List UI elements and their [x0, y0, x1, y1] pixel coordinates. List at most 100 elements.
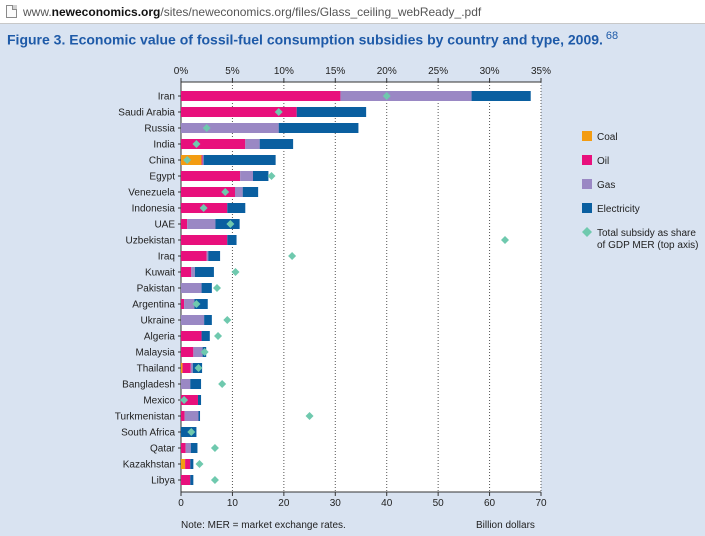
- bar-oil: [181, 411, 185, 421]
- gdp-share-marker: [194, 364, 203, 372]
- bar-electricity: [227, 235, 237, 245]
- bar-gas: [340, 91, 472, 101]
- bar-coal: [181, 155, 202, 165]
- bar-electricity: [190, 443, 198, 453]
- category-label: Algeria: [144, 332, 176, 343]
- subsidy-chart: 0% 5% 10% 15% 20% 25% 30% 35% 0 10 20 30 40 50 60 70 Ira…: [115, 66, 699, 509]
- category-label: Mexico: [143, 396, 175, 407]
- bar-oil: [181, 331, 202, 341]
- footnote: Note: MER = market exchange rates.: [181, 520, 346, 531]
- top-tick-label: 0%: [174, 66, 189, 77]
- bar-electricity: [227, 203, 246, 213]
- x-tick-label: 60: [484, 498, 496, 509]
- url-prefix: www.: [23, 4, 52, 19]
- bar-gas: [202, 155, 204, 165]
- category-label: UAE: [154, 220, 175, 231]
- gdp-share-marker: [200, 348, 209, 356]
- url-path: /sites/neweconomics.org/files/Glass_ceil…: [160, 4, 482, 19]
- url-domain: neweconomics.org: [51, 4, 161, 19]
- bar-gas: [181, 379, 191, 389]
- bar-electricity: [194, 299, 208, 309]
- bar-electricity: [253, 171, 269, 181]
- category-label: Venezuela: [128, 188, 175, 199]
- bar-electricity: [259, 139, 294, 149]
- category-label: Indonesia: [132, 204, 176, 215]
- bar-oil: [181, 475, 191, 485]
- bar-coal: [181, 459, 186, 469]
- category-label: Turkmenistan: [115, 412, 175, 423]
- bar-electricity: [204, 315, 212, 325]
- bar-electricity: [197, 395, 202, 405]
- legend-label-gdp-share-line1: Total subsidy as share: [597, 228, 696, 239]
- legend-swatch-electricity: [582, 203, 592, 213]
- category-label: Russia: [144, 124, 175, 135]
- top-tick-label: 25%: [428, 66, 448, 77]
- bar-electricity: [190, 379, 202, 389]
- bar-electricity: [471, 91, 531, 101]
- gdp-share-marker: [231, 268, 240, 276]
- legend-swatch-coal: [582, 131, 592, 141]
- bar-oil: [181, 395, 198, 405]
- url-text[interactable]: www.neweconomics.org/sites/neweconomics.…: [23, 5, 481, 19]
- bar-gas: [185, 443, 191, 453]
- bar-oil: [181, 347, 194, 357]
- bar-gas: [206, 251, 209, 261]
- bar-electricity: [190, 475, 194, 485]
- category-label: Bangladesh: [122, 380, 175, 391]
- top-tick-label: 5%: [225, 66, 240, 77]
- bar-gas: [190, 363, 193, 373]
- bar-oil: [185, 459, 191, 469]
- top-tick-label: 15%: [325, 66, 345, 77]
- gdp-share-marker: [192, 300, 201, 308]
- gdp-share-marker: [288, 252, 297, 260]
- bar-oil: [181, 171, 241, 181]
- figure-ref[interactable]: 68: [605, 30, 619, 42]
- x-tick-label: 0: [178, 498, 184, 509]
- bar-oil: [181, 267, 192, 277]
- address-bar[interactable]: www.neweconomics.org/sites/neweconomics.…: [0, 0, 705, 24]
- legend-swatch-gas: [582, 179, 592, 189]
- bar-gas: [181, 123, 279, 133]
- top-tick-label: 35%: [531, 66, 551, 77]
- plot-area: [181, 82, 541, 492]
- category-label: Libya: [151, 476, 175, 487]
- bar-gas: [191, 267, 195, 277]
- bar-oil: [181, 235, 228, 245]
- gdp-share-marker: [267, 172, 276, 180]
- category-label: Kazakhstan: [123, 460, 175, 471]
- gdp-share-marker: [223, 316, 232, 324]
- bar-electricity: [190, 459, 194, 469]
- bar-electricity: [208, 251, 221, 261]
- category-label: South Africa: [121, 428, 175, 439]
- bar-gas: [193, 347, 203, 357]
- bar-oil: [181, 187, 235, 197]
- gdp-share-marker: [192, 140, 201, 148]
- gdp-share-marker: [183, 156, 192, 164]
- bar-electricity: [242, 187, 259, 197]
- bar-gas: [187, 219, 216, 229]
- legend-label-coal: Coal: [597, 132, 618, 143]
- category-label: Thailand: [137, 364, 175, 375]
- legend-swatch-oil: [582, 155, 592, 165]
- category-label: Pakistan: [137, 284, 175, 295]
- bar-gas: [181, 315, 205, 325]
- gdp-share-marker: [210, 444, 219, 452]
- x-tick-label: 50: [433, 498, 445, 509]
- gdp-share-marker: [199, 204, 208, 212]
- bar-oil: [181, 251, 207, 261]
- bar-electricity: [201, 283, 212, 293]
- x-tick-label: 30: [330, 498, 342, 509]
- gdp-share-marker: [180, 396, 189, 404]
- x-tick-label: 10: [227, 498, 239, 509]
- gdp-share-marker: [382, 92, 391, 100]
- figure-title-text: Figure 3. Economic value of fossil-fuel …: [7, 31, 603, 48]
- bar-oil: [181, 299, 185, 309]
- legend-label-gdp-share-line2: of GDP MER (top axis): [597, 240, 699, 251]
- legend-label-electricity: Electricity: [597, 204, 640, 215]
- bar-electricity: [201, 331, 210, 341]
- gdp-share-marker: [195, 460, 204, 468]
- gdp-share-marker: [218, 380, 227, 388]
- legend-label-gas: Gas: [597, 180, 615, 191]
- top-tick-label: 30%: [480, 66, 500, 77]
- category-label: Iraq: [158, 252, 175, 263]
